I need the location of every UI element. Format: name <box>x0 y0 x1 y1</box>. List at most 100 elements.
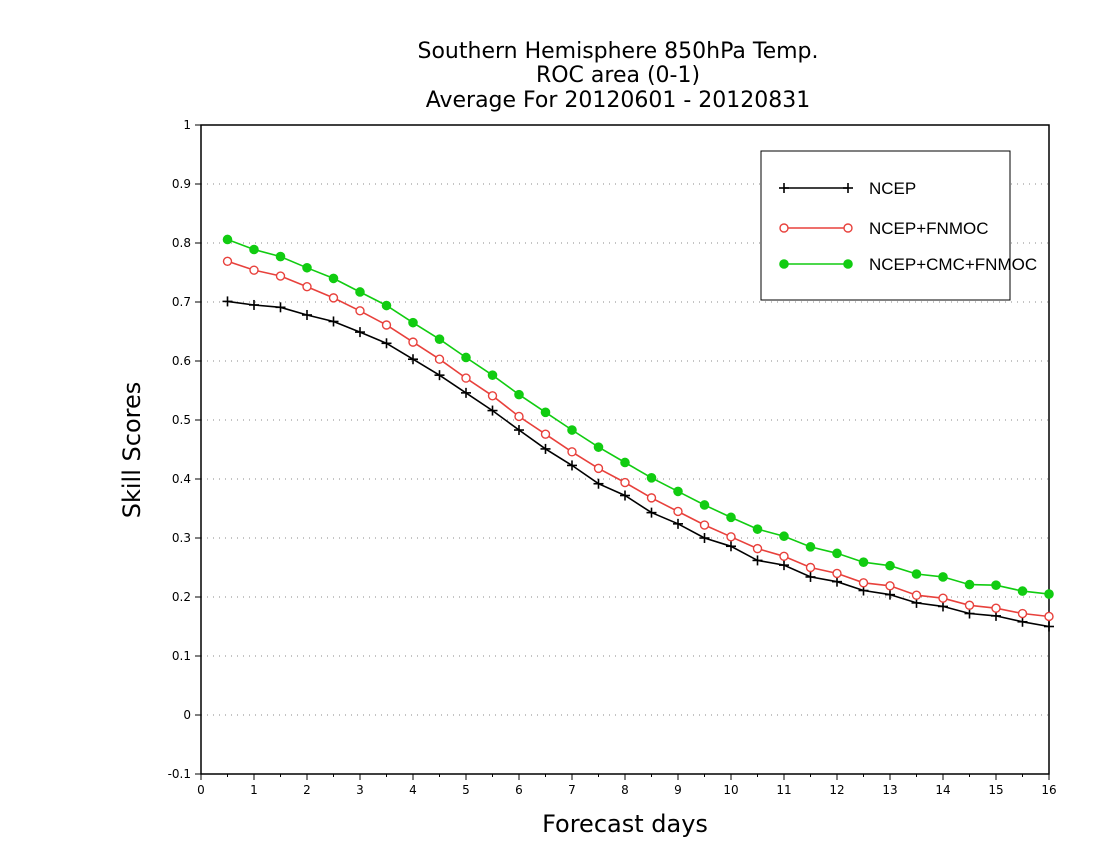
chart-title: Southern Hemisphere 850hPa Temp. ROC are… <box>418 39 819 113</box>
data-point <box>275 251 286 262</box>
y-tick-label: 0.1 <box>172 649 191 663</box>
data-point <box>355 327 365 338</box>
data-point <box>567 447 577 457</box>
data-point <box>355 287 365 297</box>
legend-label: NCEP <box>869 179 916 198</box>
x-tick-label: 2 <box>303 783 311 797</box>
legend-marker <box>843 223 853 233</box>
data-point <box>540 443 551 454</box>
y-tick-label: -0.1 <box>168 767 191 781</box>
legend-item: NCEP+CMC+FNMOC <box>779 255 1037 274</box>
data-point <box>567 460 577 471</box>
data-point <box>461 352 471 363</box>
data-point <box>381 338 392 349</box>
data-point <box>752 555 763 566</box>
legend: NCEP NCEP+FNMOC NCEP+CMC+FNMOC <box>760 150 1037 301</box>
legend-items: NCEP NCEP+FNMOC NCEP+CMC+FNMOC <box>779 179 1037 274</box>
data-point <box>964 608 975 619</box>
data-point <box>434 370 445 381</box>
x-tick-label: 7 <box>568 783 576 797</box>
chart-title-line-1: Southern Hemisphere 850hPa Temp. <box>418 39 819 64</box>
data-point <box>779 560 789 571</box>
series-line <box>227 300 1050 628</box>
data-point <box>593 463 604 474</box>
x-tick-label: 6 <box>515 783 523 797</box>
series-layer <box>222 234 1054 632</box>
data-point <box>885 589 895 600</box>
data-point <box>646 507 657 518</box>
data-point <box>779 551 789 561</box>
series-3 <box>222 234 1054 599</box>
x-tick-label: 16 <box>1041 783 1056 797</box>
data-point <box>593 478 604 489</box>
data-point <box>858 578 869 588</box>
y-tick-label: 0.8 <box>172 236 191 250</box>
data-point <box>222 296 233 307</box>
x-tick-label: 0 <box>197 783 205 797</box>
y-tick-label: 0.2 <box>172 590 191 604</box>
data-point <box>328 273 339 284</box>
x-tick-label: 11 <box>776 783 791 797</box>
data-point <box>805 571 816 582</box>
data-point <box>1017 616 1028 627</box>
x-tick-label: 15 <box>988 783 1003 797</box>
data-point <box>249 299 259 310</box>
data-point <box>567 425 577 435</box>
plot-frame <box>200 124 1050 775</box>
data-point <box>911 590 922 600</box>
data-point <box>328 293 339 303</box>
data-point <box>249 244 259 255</box>
data-point <box>991 580 1001 591</box>
data-point <box>620 477 630 488</box>
data-point <box>832 576 842 587</box>
chart-title-line-3: Average For 20120601 - 20120831 <box>426 88 811 113</box>
data-point <box>593 442 604 452</box>
y-tick-label: 0.6 <box>172 354 191 368</box>
x-tick-label: 3 <box>356 783 364 797</box>
data-point <box>991 603 1001 613</box>
y-tick-label: 0.7 <box>172 295 191 309</box>
data-point <box>487 405 498 416</box>
y-tick-label: 0 <box>183 708 191 722</box>
legend-item: NCEP <box>779 179 916 198</box>
data-point <box>726 541 736 552</box>
data-point <box>805 542 816 552</box>
y-tick-label: 1 <box>183 118 191 132</box>
data-point <box>752 543 763 554</box>
data-point <box>381 300 392 311</box>
data-point <box>673 506 683 517</box>
series-1 <box>222 296 1054 632</box>
data-point <box>726 532 736 542</box>
data-point <box>222 256 233 266</box>
data-point <box>699 533 710 543</box>
data-point <box>540 407 551 418</box>
data-point <box>328 316 339 327</box>
data-point <box>646 493 657 503</box>
data-point <box>1044 589 1054 599</box>
data-point <box>964 579 975 590</box>
data-point <box>779 531 789 542</box>
data-point <box>1044 621 1054 632</box>
data-point <box>726 512 736 523</box>
data-point <box>673 518 683 529</box>
data-point <box>302 309 312 320</box>
data-point <box>408 354 418 365</box>
x-axis-ticks: 0 1 2 3 4 5 6 7 8 9 10 11 12 13 14 15 16 <box>197 774 1057 797</box>
x-tick-label: 10 <box>723 783 738 797</box>
data-point <box>408 317 418 328</box>
data-point <box>249 265 259 275</box>
data-point <box>620 490 630 501</box>
legend-marker <box>843 259 853 269</box>
y-axis-label: Skill Scores <box>118 382 146 519</box>
data-point <box>275 271 286 281</box>
legend-marker <box>779 223 789 233</box>
data-point <box>514 425 524 436</box>
data-point <box>302 262 312 273</box>
data-point <box>1044 611 1054 622</box>
data-point <box>461 387 471 398</box>
legend-marker <box>779 183 789 193</box>
data-point <box>885 581 895 591</box>
data-point <box>540 429 551 439</box>
data-point <box>222 234 233 245</box>
data-point <box>1017 608 1028 619</box>
